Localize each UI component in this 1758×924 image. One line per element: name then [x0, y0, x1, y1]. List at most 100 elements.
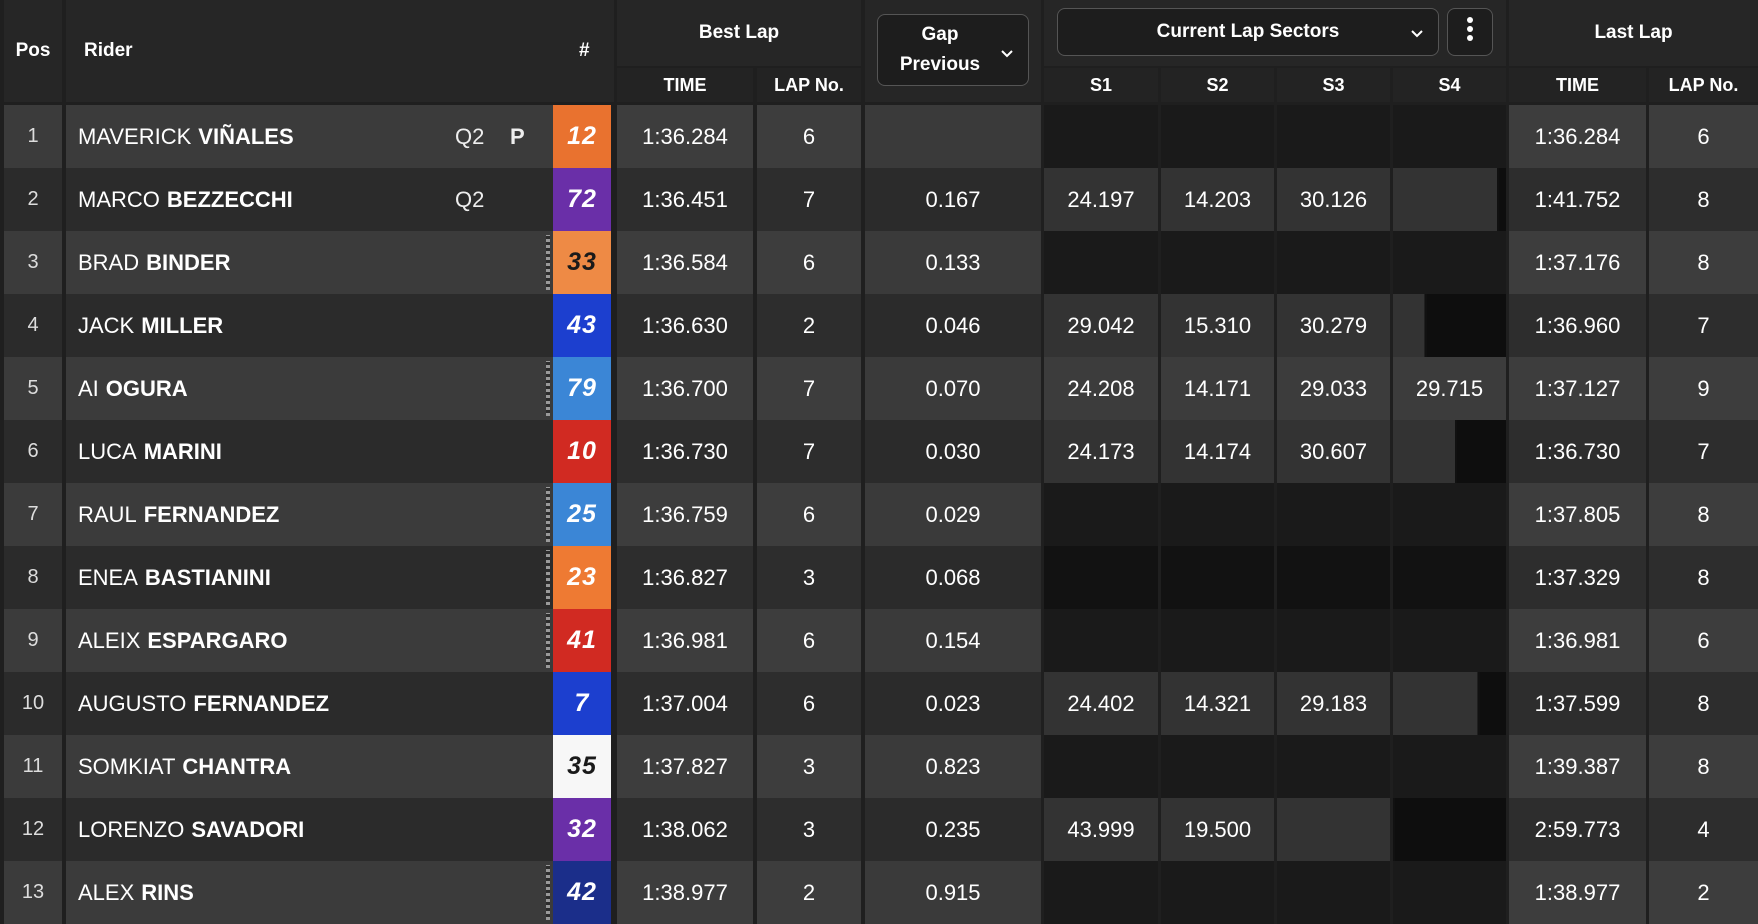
lastLap-cell: 8: [1649, 231, 1758, 294]
s4-cell: [1393, 168, 1506, 231]
sector-progress-marker: [1477, 672, 1480, 735]
best-cell: 1:36.827: [617, 546, 753, 609]
rider-last-name: BEZZECCHI: [166, 186, 293, 212]
sector-progress-marker: [1496, 168, 1499, 231]
rider-cell: AUGUSTO FERNANDEZ 7: [66, 672, 611, 735]
s4-cell: [1393, 483, 1506, 546]
rider-last-name: MILLER: [141, 312, 224, 338]
lastLap-cell: 6: [1649, 609, 1758, 672]
rider-first-name: ENEA: [78, 564, 138, 590]
pos-cell: 4: [4, 294, 62, 357]
rider-number-badge: 7: [553, 672, 611, 735]
best-cell: 1:36.584: [617, 231, 753, 294]
rider-first-name: RAUL: [78, 501, 137, 527]
gap-cell: 0.068: [865, 546, 1041, 609]
rider-first-name: JACK: [78, 312, 135, 338]
s3-cell: [1277, 798, 1390, 861]
rider-last-name: CHANTRA: [182, 753, 292, 779]
lastLap-cell: 8: [1649, 168, 1758, 231]
more-options-button[interactable]: [1447, 8, 1493, 56]
pos-cell: 3: [4, 231, 62, 294]
bestLap-cell: 3: [757, 798, 861, 861]
lastTime-cell: 1:36.960: [1509, 294, 1646, 357]
lastTime-cell: 1:36.284: [1509, 105, 1646, 168]
rider-number-badge: 25: [553, 483, 611, 546]
rider-number-badge: 42: [553, 861, 611, 924]
rider-last-name: FERNANDEZ: [193, 690, 330, 716]
checkered-flag-icon: [546, 487, 550, 542]
header-s2: S2: [1161, 68, 1274, 102]
bestLap-cell: 6: [757, 105, 861, 168]
s4-cell: [1393, 609, 1506, 672]
s2-cell: [1161, 546, 1274, 609]
gap-previous-dropdown[interactable]: Gap Previous: [877, 14, 1029, 86]
s3-cell: [1277, 735, 1390, 798]
s4-cell: [1393, 735, 1506, 798]
gap-cell: 0.133: [865, 231, 1041, 294]
s2-cell: [1161, 231, 1274, 294]
rider-last-name: FERNANDEZ: [143, 501, 280, 527]
lastTime-cell: 1:36.730: [1509, 420, 1646, 483]
rider-first-name: LORENZO: [78, 816, 185, 842]
best-cell: 1:37.004: [617, 672, 753, 735]
rider-number-badge: 79: [553, 357, 611, 420]
s1-cell: [1044, 546, 1158, 609]
s2-cell: [1161, 609, 1274, 672]
rider-number-badge: 32: [553, 798, 611, 861]
pos-cell: 8: [4, 546, 62, 609]
s2-cell: 14.171: [1161, 357, 1274, 420]
sector-progress-marker: [1393, 798, 1395, 861]
pos-cell: 10: [4, 672, 62, 735]
rider-first-name: MARCO: [78, 186, 160, 212]
bestLap-cell: 3: [757, 546, 861, 609]
gap-cell: 0.046: [865, 294, 1041, 357]
qualifying-tag: Q2: [455, 123, 485, 149]
s1-cell: [1044, 105, 1158, 168]
s4-cell: [1393, 672, 1506, 735]
best-cell: 1:38.977: [617, 861, 753, 924]
current-lap-sectors-dropdown[interactable]: Current Lap Sectors: [1057, 8, 1439, 56]
best-cell: 1:36.730: [617, 420, 753, 483]
checkered-flag-icon: [546, 613, 550, 668]
s4-cell: [1393, 420, 1506, 483]
pos-cell: 9: [4, 609, 62, 672]
rider-first-name: MAVERICK: [78, 123, 192, 149]
s4-cell: [1393, 546, 1506, 609]
lastLap-cell: 4: [1649, 798, 1758, 861]
lastTime-cell: 1:41.752: [1509, 168, 1646, 231]
lastLap-cell: 7: [1649, 420, 1758, 483]
s1-cell: 43.999: [1044, 798, 1158, 861]
rider-number-badge: 43: [553, 294, 611, 357]
rider-last-name: BASTIANINI: [144, 564, 271, 590]
s4-cell: [1393, 861, 1506, 924]
bestLap-cell: 7: [757, 357, 861, 420]
rider-number-badge: 35: [553, 735, 611, 798]
best-cell: 1:37.827: [617, 735, 753, 798]
pos-cell: 11: [4, 735, 62, 798]
rider-first-name: AI: [78, 375, 99, 401]
best-cell: 1:36.284: [617, 105, 753, 168]
pit-flag-icon: P: [510, 123, 525, 149]
best-cell: 1:36.630: [617, 294, 753, 357]
pos-cell: 7: [4, 483, 62, 546]
s3-cell: [1277, 483, 1390, 546]
lastTime-cell: 1:37.805: [1509, 483, 1646, 546]
rider-cell: JACK MILLER 43: [66, 294, 611, 357]
sector-progress-marker: [1424, 294, 1427, 357]
header-s3: S3: [1277, 68, 1390, 102]
s1-cell: 24.402: [1044, 672, 1158, 735]
header-s1: S1: [1044, 68, 1158, 102]
header-last-time: TIME: [1509, 68, 1646, 102]
checkered-flag-icon: [546, 235, 550, 290]
pos-cell: 13: [4, 861, 62, 924]
lastTime-cell: 1:37.599: [1509, 672, 1646, 735]
lastTime-cell: 2:59.773: [1509, 798, 1646, 861]
rider-last-name: BINDER: [146, 249, 231, 275]
s2-cell: 19.500: [1161, 798, 1274, 861]
header-rider-label: Rider: [84, 40, 133, 61]
rider-first-name: ALEX: [78, 879, 135, 905]
lastTime-cell: 1:36.981: [1509, 609, 1646, 672]
bestLap-cell: 7: [757, 168, 861, 231]
lastLap-cell: 8: [1649, 672, 1758, 735]
s4-cell: [1393, 294, 1506, 357]
